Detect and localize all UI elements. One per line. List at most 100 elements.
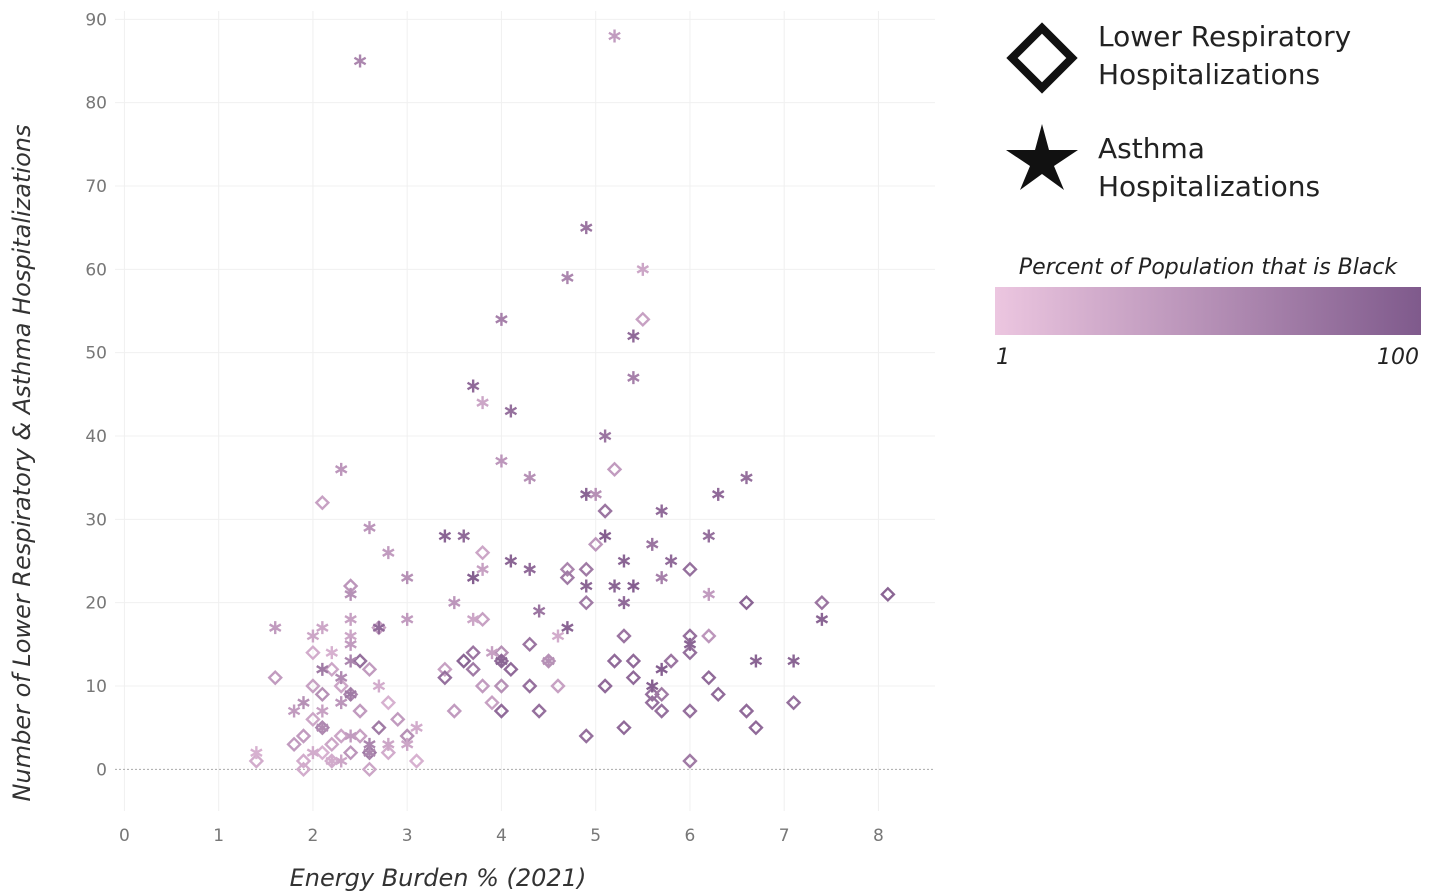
diamond-point bbox=[616, 628, 632, 644]
asterisk-point bbox=[344, 687, 357, 701]
y-tick-label: 50 bbox=[85, 344, 107, 364]
diamond-point bbox=[625, 653, 642, 669]
diamond-point bbox=[880, 586, 896, 603]
diamond-point bbox=[748, 719, 764, 736]
asterisk-point bbox=[372, 679, 386, 693]
diamond-point bbox=[785, 694, 802, 711]
asterisk-point bbox=[617, 596, 631, 610]
asterisk-point bbox=[476, 562, 489, 576]
asterisk-point bbox=[325, 646, 339, 660]
diamond-point bbox=[474, 544, 491, 561]
asterisk-point bbox=[363, 521, 376, 535]
asterisk-point bbox=[608, 29, 621, 43]
asterisk-point bbox=[382, 546, 395, 560]
x-tick-label: 3 bbox=[402, 826, 413, 846]
diamond-point bbox=[597, 503, 613, 519]
legend-star bbox=[1006, 124, 1078, 190]
x-axis-label: Energy Burden % (2021) bbox=[290, 864, 587, 892]
asterisk-point bbox=[438, 529, 452, 543]
colorbar-tick: 1 bbox=[996, 345, 1010, 370]
diamond-point bbox=[352, 728, 368, 744]
asterisk-point bbox=[344, 654, 357, 668]
asterisk-point bbox=[334, 696, 348, 710]
asterisk-point bbox=[655, 662, 668, 676]
asterisk-point bbox=[325, 754, 339, 768]
diamond-point bbox=[559, 569, 576, 586]
x-tick-label: 6 bbox=[685, 826, 696, 846]
asterisk-point bbox=[711, 487, 725, 501]
asterisk-point bbox=[655, 571, 668, 585]
diamond-point bbox=[314, 494, 331, 511]
asterisk-point bbox=[410, 721, 423, 735]
diamond-point bbox=[295, 761, 312, 778]
x-tick-label: 8 bbox=[873, 826, 884, 846]
asterisk-point bbox=[561, 271, 574, 285]
asterisk-point bbox=[306, 746, 320, 760]
diamond-point bbox=[248, 753, 265, 769]
diamond-point bbox=[531, 703, 547, 719]
asterisk-point bbox=[683, 637, 697, 651]
diamond-point bbox=[361, 661, 378, 678]
diamond-point bbox=[738, 703, 755, 719]
asterisk-point bbox=[627, 371, 640, 385]
asterisk-point bbox=[297, 696, 310, 710]
asterisk-point bbox=[316, 704, 329, 718]
diamond-point bbox=[324, 661, 340, 678]
diamond-point bbox=[314, 686, 331, 703]
asterisk-point bbox=[815, 612, 829, 626]
diamond-point bbox=[682, 703, 698, 719]
colorbar-tick: 100 bbox=[1377, 345, 1419, 370]
diamond-point bbox=[314, 744, 331, 761]
asterisk-point bbox=[316, 721, 329, 735]
asterisk-point bbox=[466, 379, 480, 393]
diamond-point bbox=[380, 694, 397, 711]
asterisk-point bbox=[372, 621, 386, 635]
asterisk-point bbox=[504, 554, 518, 568]
diamond-point bbox=[522, 678, 538, 694]
asterisk-point bbox=[523, 562, 536, 576]
asterisk-point bbox=[580, 221, 593, 235]
diamond-point bbox=[484, 694, 500, 711]
asterisk-point bbox=[344, 587, 357, 601]
diamond-point bbox=[390, 711, 406, 728]
diamond-point bbox=[814, 594, 830, 611]
diamond-point bbox=[644, 694, 660, 711]
x-tick-label: 4 bbox=[496, 826, 507, 846]
diamond-point bbox=[522, 636, 538, 653]
asterisk-point bbox=[495, 654, 508, 668]
asterisk-point bbox=[400, 612, 414, 626]
asterisk-point bbox=[617, 554, 631, 568]
diamond-point bbox=[333, 728, 349, 744]
asterisk-point bbox=[561, 621, 574, 635]
asterisk-point bbox=[495, 454, 508, 468]
diamond-point bbox=[465, 644, 481, 661]
y-tick-label: 40 bbox=[85, 427, 107, 447]
asterisk-point bbox=[353, 54, 367, 68]
asterisk-point bbox=[400, 737, 414, 751]
asterisk-point bbox=[250, 746, 263, 760]
y-tick-label: 80 bbox=[85, 94, 107, 114]
legend-icons bbox=[1006, 22, 1078, 190]
diamond-point bbox=[738, 594, 755, 611]
asterisk-point bbox=[589, 487, 602, 501]
diamond-point bbox=[305, 711, 321, 728]
asterisk-point bbox=[627, 579, 640, 593]
asterisk-point bbox=[400, 571, 414, 585]
y-tick-label: 90 bbox=[85, 10, 107, 30]
x-tick-label: 2 bbox=[308, 826, 319, 846]
y-tick-label: 60 bbox=[85, 260, 107, 280]
asterisk-point bbox=[655, 504, 668, 518]
diamond-point bbox=[446, 703, 463, 719]
diamond-point bbox=[295, 753, 312, 769]
diamond-point bbox=[305, 678, 321, 694]
diamond-point bbox=[682, 644, 698, 661]
diamond-point bbox=[701, 628, 717, 644]
asterisk-point bbox=[749, 654, 763, 668]
asterisk-point bbox=[542, 654, 555, 668]
asterisk-point bbox=[334, 671, 348, 685]
diamond-point bbox=[550, 678, 566, 694]
asterisk-point bbox=[551, 629, 565, 643]
asterisk-point bbox=[316, 662, 329, 676]
diamond-point bbox=[701, 669, 717, 686]
asterisk-point bbox=[334, 462, 348, 476]
